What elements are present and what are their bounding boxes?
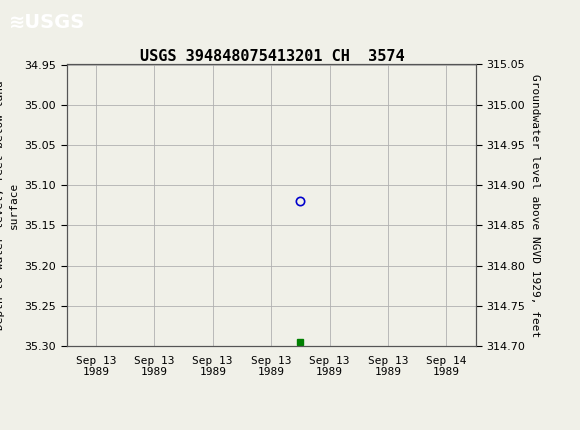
Text: ≋USGS: ≋USGS: [9, 13, 85, 32]
Text: USGS 394848075413201 CH  3574: USGS 394848075413201 CH 3574: [140, 49, 405, 64]
Y-axis label: Groundwater level above NGVD 1929, feet: Groundwater level above NGVD 1929, feet: [531, 74, 541, 337]
Y-axis label: Depth to water level, feet below land
surface: Depth to water level, feet below land su…: [0, 80, 19, 330]
Legend: Period of approved data: Period of approved data: [184, 428, 358, 430]
